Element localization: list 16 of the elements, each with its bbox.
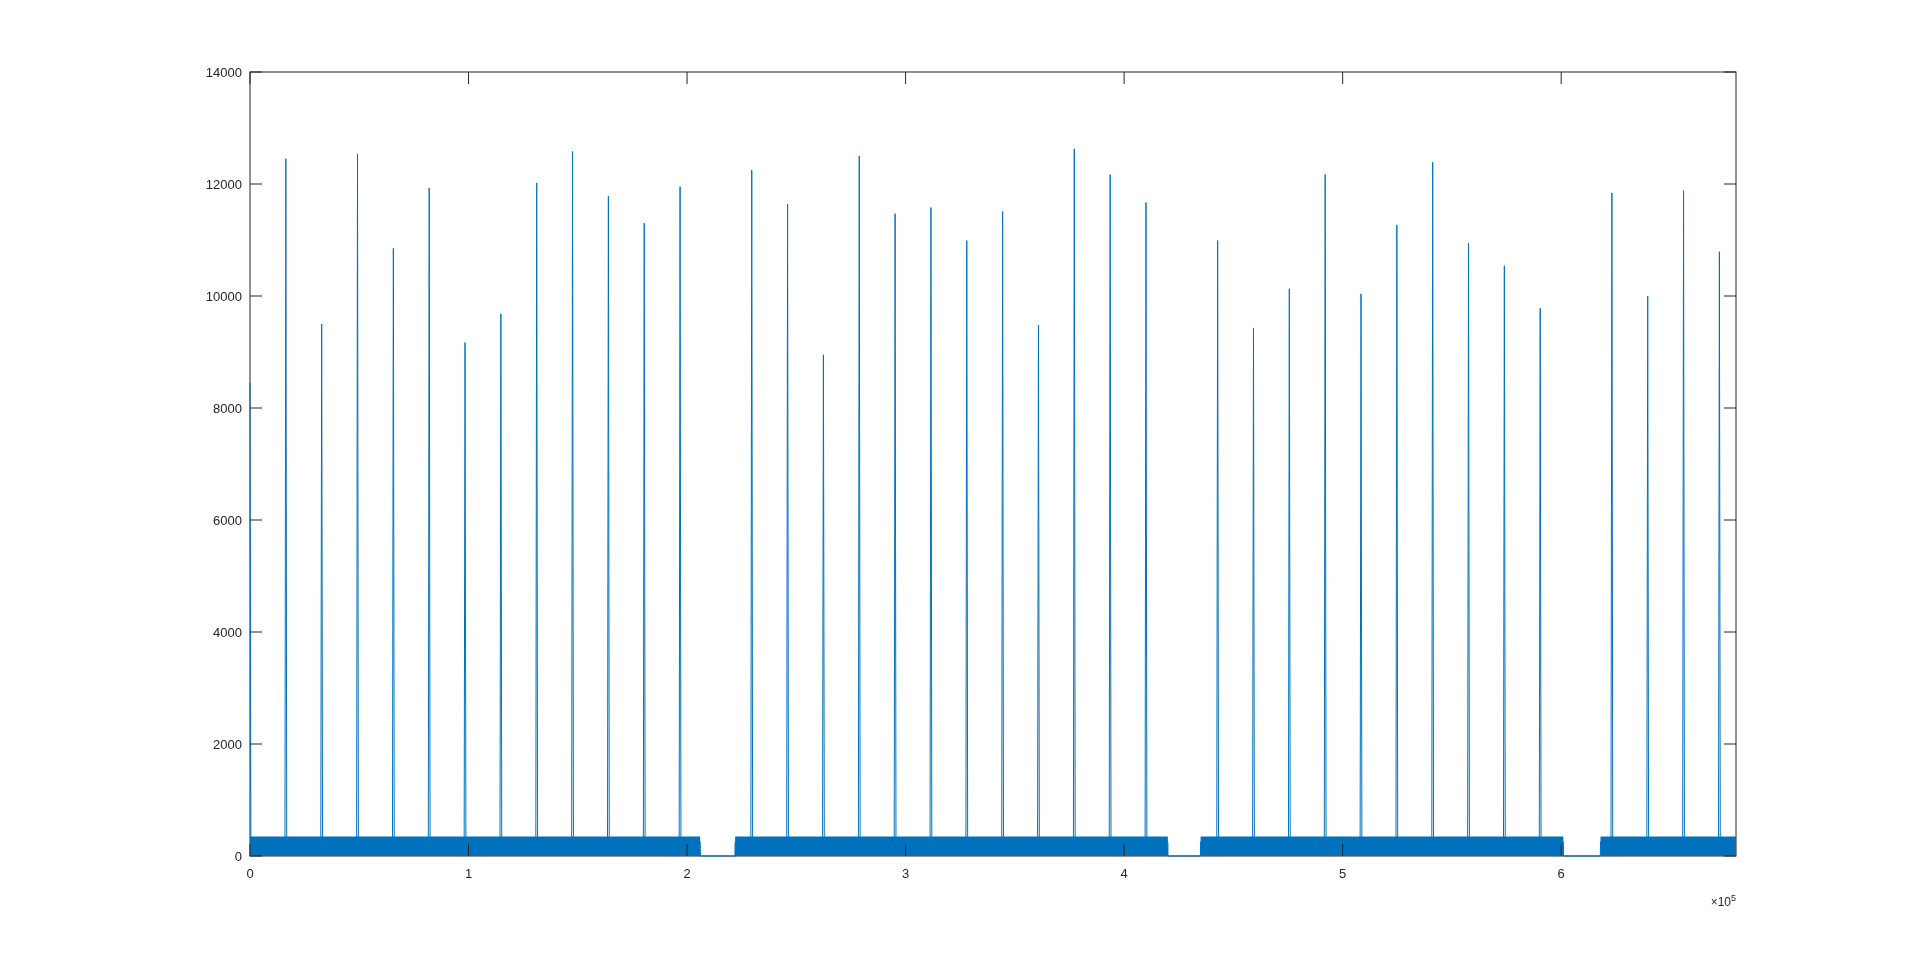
x-tick-label: 0: [246, 866, 254, 881]
x-tick-label: 6: [1557, 866, 1565, 881]
text: ×10$^{5}$: [1710, 893, 1736, 909]
x-tick-label: 5: [1339, 866, 1347, 881]
y-tick-label: 10000: [205, 288, 242, 304]
y-tick-label: 6000: [213, 512, 242, 528]
x-tick-label: 4: [1120, 866, 1128, 881]
y-tick-label: 8000: [213, 400, 242, 416]
y-tick-label: 0: [234, 848, 242, 864]
x-tick-label: 1: [464, 866, 473, 881]
y-tick-label: 4000: [213, 624, 242, 640]
y-tick-label: 14000: [205, 64, 242, 80]
x-tick-label: 3: [901, 866, 910, 881]
y-tick-label: 2000: [213, 736, 242, 752]
y-tick-label: 12000: [205, 176, 242, 192]
x-tick-label: 2: [683, 866, 691, 881]
